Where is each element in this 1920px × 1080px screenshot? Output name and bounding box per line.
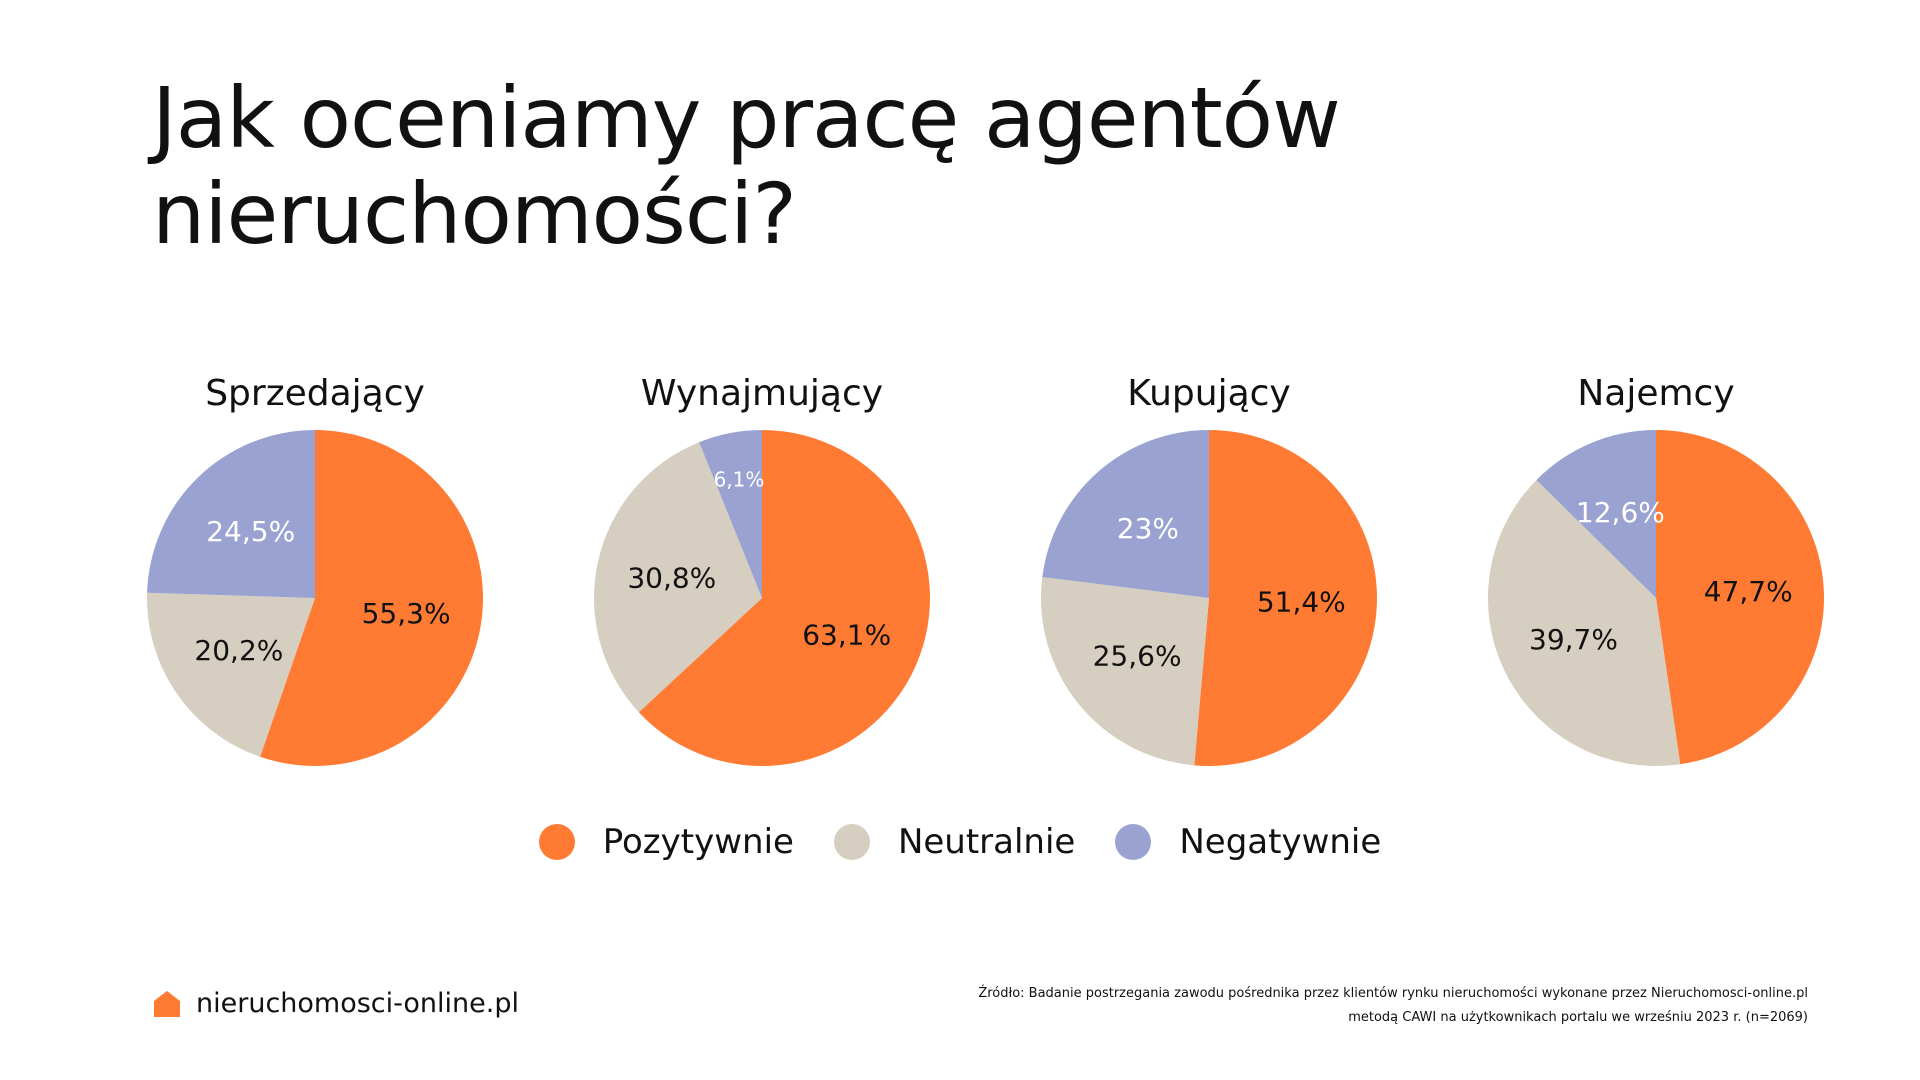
source-line: Źródło: Badanie postrzegania zawodu pośr… [978, 986, 1808, 1001]
pie-slice-negatywnie [1042, 430, 1209, 598]
pie-slice-negatywnie [1536, 430, 1656, 598]
pie-chart-sprzedajacy: Sprzedający 55,3% 20,2% 24,5% [115, 360, 515, 800]
data-label: 20,2% [194, 634, 283, 667]
pie-chart-kupujacy: Kupujący 51,4% 25,6% 23% [1009, 360, 1409, 800]
legend-item-pozytywnie: Pozytywnie [538, 822, 794, 862]
pie-slice-neutralnie [1040, 576, 1209, 766]
legend-swatch [538, 824, 575, 860]
data-label: 6,1% [714, 467, 765, 491]
pie-svg: 63,1% 30,8% 6,1% [593, 430, 930, 766]
pie-slice-pozytywnie [1656, 430, 1825, 765]
data-label: 12,6% [1576, 496, 1665, 529]
legend-item-neutralnie: Neutralnie [833, 822, 1076, 862]
pie-svg: 47,7% 39,7% 12,6% [1487, 430, 1825, 767]
data-label: 30,8% [627, 561, 716, 594]
data-label: 25,6% [1093, 640, 1182, 673]
legend-swatch [1115, 824, 1152, 860]
pie-title: Sprzedający [205, 373, 425, 414]
pie-slice-negatywnie [699, 430, 762, 598]
pie-svg: 51,4% 25,6% 23% [1040, 430, 1378, 766]
legend-item-negatywnie: Negatywnie [1115, 822, 1381, 862]
pie-slice-pozytywnie [1194, 430, 1378, 766]
legend: Pozytywnie Neutralnie Negatywnie [0, 822, 1920, 862]
pie-slice-negatywnie [147, 430, 315, 598]
data-label: 23% [1117, 512, 1179, 545]
data-label: 51,4% [1257, 586, 1346, 619]
pie-chart-najemcy: Najemcy 47,7% 39,7% 12,6% [1456, 360, 1856, 800]
legend-label: Neutralnie [897, 822, 1076, 862]
source-line: metodą CAWI na użytkownikach portalu we … [1348, 1010, 1808, 1025]
pie-slice-neutralnie [593, 442, 762, 713]
pie-title: Wynajmujący [640, 373, 884, 414]
pie-chart-wynajmujacy: Wynajmujący 63,1% 30,8% 6,1% [562, 360, 962, 800]
data-label: 24,5% [206, 515, 295, 548]
pie-svg: 55,3% 20,2% 24,5% [146, 430, 483, 766]
house-icon [154, 990, 180, 1017]
pie-slice-pozytywnie [638, 430, 930, 766]
pie-slice-neutralnie [146, 592, 315, 757]
pie-slice-neutralnie [1487, 479, 1681, 767]
pie-title: Najemcy [1577, 373, 1735, 414]
data-label: 55,3% [362, 597, 451, 630]
pie-slice-pozytywnie [260, 430, 483, 766]
legend-label: Negatywnie [1179, 822, 1382, 862]
legend-swatch [833, 824, 870, 860]
data-label: 39,7% [1529, 623, 1618, 656]
data-label: 63,1% [802, 619, 891, 652]
brand-logo: nieruchomosci-online.pl [152, 988, 519, 1019]
pie-title: Kupujący [1127, 373, 1291, 414]
legend-label: Pozytywnie [602, 822, 794, 862]
data-label: 47,7% [1704, 575, 1793, 608]
brand-name: nieruchomosci-online.pl [196, 988, 519, 1019]
page-title: Jak oceniamy pracę agentów nieruchomości… [152, 69, 1341, 263]
source-note: Źródło: Badanie postrzegania zawodu pośr… [978, 982, 1808, 1030]
